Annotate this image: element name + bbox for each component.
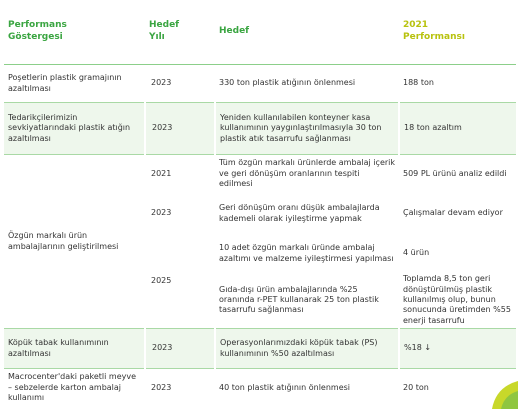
corner-decoration [492,381,518,409]
indicator: Köpük tabak kullanımının azaltılması [4,328,145,369]
performance-table: Performans Göstergesi Hedef Yılı Hedef 2… [4,0,516,407]
result: 4 ürün [403,248,430,258]
row: 2023 Geri dönüşüm oranı düşük ambalajlar… [4,193,516,235]
result: 18 ton azaltım [398,102,516,155]
row: Tedarikçilerimizin sevkiyatlarındaki pla… [4,102,516,155]
row: Özgün markalı ürün ambalajlarının gelişt… [4,154,516,329]
target: Operasyonlarımızdaki köpük tabak (PS) ku… [214,328,399,369]
header: Hedef Yılı [145,0,215,65]
year: 2023 [144,328,215,369]
year: 2023 [151,208,172,218]
row: Gıda-dışı ürün ambalajlarında %25 oranın… [4,272,516,329]
target: 10 adet özgün markalı üründe ambalaj aza… [219,243,394,263]
row: 2025 10 adet özgün markalı üründe ambala… [4,234,516,329]
header: 2021 Performansı [399,0,516,65]
row: Köpük tabak kullanımının azaltılması 202… [4,328,516,369]
year: 2023 [151,382,172,392]
result: 188 ton [399,64,516,103]
indicator: Macrocenter'daki paketli meyve – sebzele… [8,372,137,402]
year: 2023 [144,102,215,155]
indicator: Poşetlerin plastik gramajının azaltılmas… [4,64,145,103]
corner-shape [501,391,518,409]
year: 2021 [151,168,172,178]
target: 330 ton plastik atığının önlenmesi [215,64,399,103]
target: Geri dönüşüm oranı düşük ambalajlarda ka… [219,203,380,223]
target: Yeniden kullanılabilen konteyner kasa ku… [214,102,399,155]
header: Hedef [215,0,399,65]
result: Çalışmalar devam ediyor [403,208,503,218]
result: %18 ↓ [398,328,516,369]
target: Tüm özgün markalı ürünlerde ambalaj içer… [219,158,396,188]
target: Gıda-dışı ürün ambalajlarında %25 oranın… [215,272,399,329]
year: 2023 [145,64,215,103]
row: Poşetlerin plastik gramajının azaltılmas… [4,64,516,103]
header: Performans Göstergesi [4,0,145,65]
result: Toplamda 8,5 ton geri dönüştürülmüş plas… [399,272,516,329]
result: 509 PL ürünü analiz edildi [403,168,507,178]
result: 20 ton [403,382,429,392]
header-row: Performans Göstergesi Hedef Yılı Hedef 2… [4,0,516,65]
year: 2025 [145,234,215,329]
indicator: Özgün markalı ürün ambalajlarının gelişt… [4,154,145,329]
row: Macrocenter'daki paketli meyve – sebzele… [4,369,516,407]
indicator: Tedarikçilerimizin sevkiyatlarındaki pla… [4,102,145,155]
target: 40 ton plastik atığının önlenmesi [219,382,351,392]
